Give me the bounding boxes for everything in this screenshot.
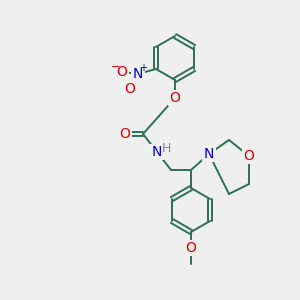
Text: O: O (186, 241, 196, 255)
Text: O: O (124, 82, 135, 96)
Text: O: O (169, 91, 180, 105)
Text: H: H (161, 142, 171, 155)
Text: O: O (244, 149, 254, 163)
Text: N: N (204, 147, 214, 161)
Text: −: − (111, 62, 121, 72)
Text: N: N (133, 67, 143, 81)
Text: O: O (120, 127, 130, 141)
Text: +: + (139, 63, 147, 73)
Text: N: N (152, 145, 162, 159)
Text: O: O (116, 65, 128, 79)
